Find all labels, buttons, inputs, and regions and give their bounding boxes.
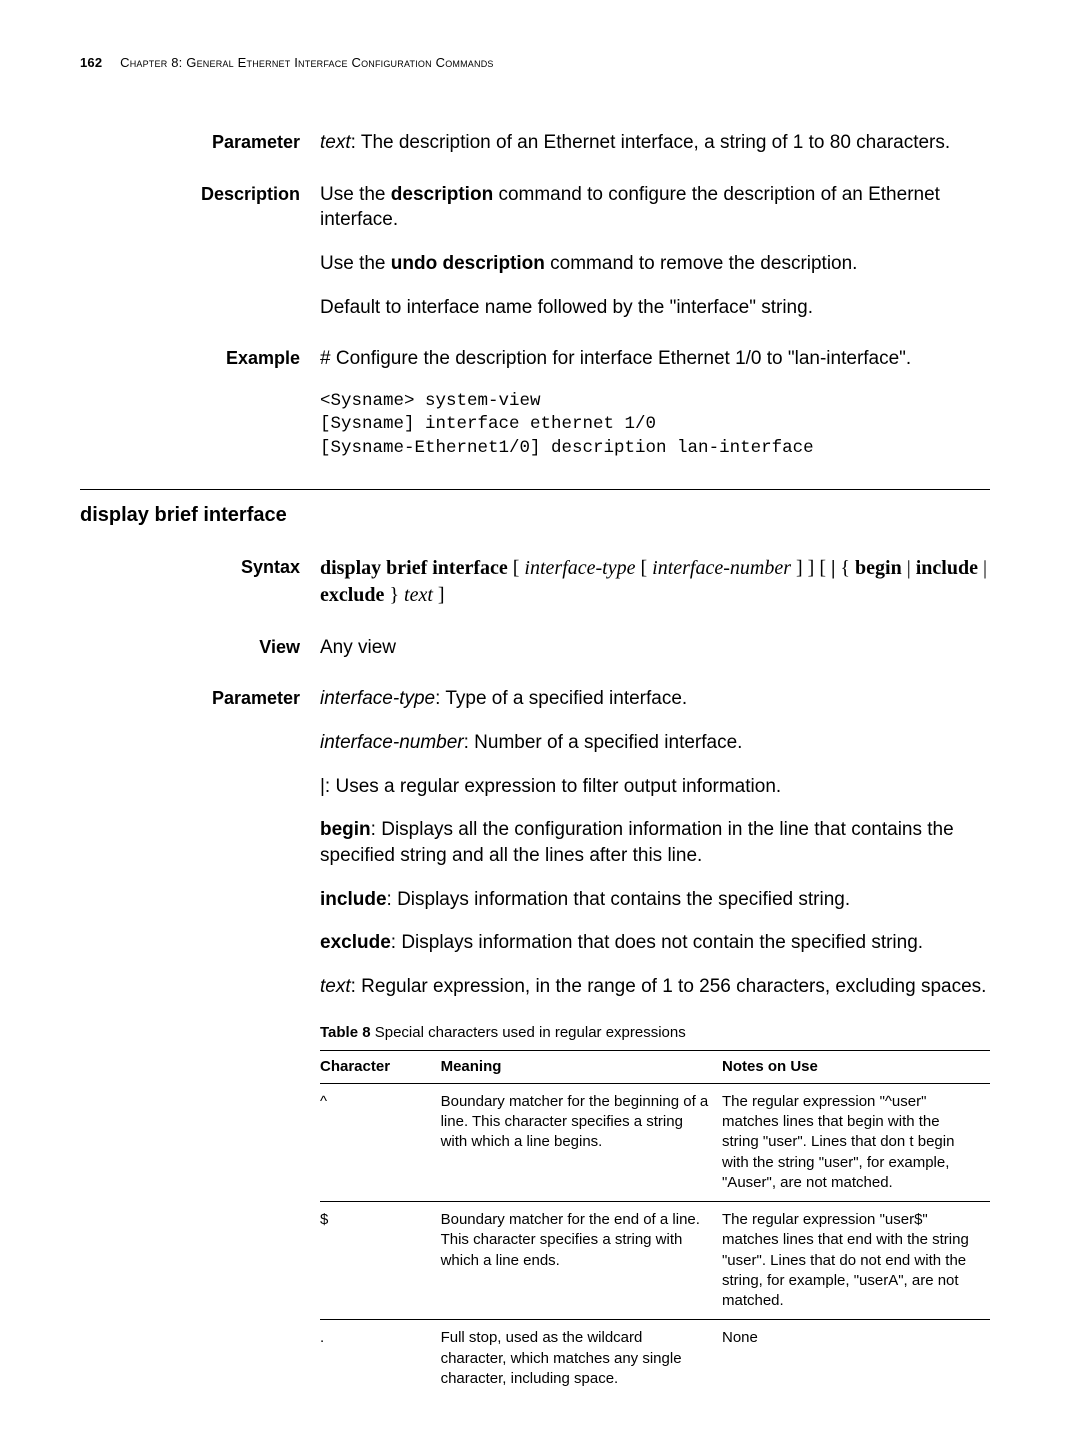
t: | [902, 557, 916, 579]
t: Use the [320, 253, 391, 274]
th-meaning: Meaning [441, 1050, 722, 1083]
cell-character: $ [320, 1202, 441, 1320]
t: ommands [445, 55, 493, 70]
table-row: $ Boundary matcher for the end of a line… [320, 1202, 990, 1320]
t: exclude [320, 584, 384, 606]
t: : Number of a specified interface. [464, 732, 743, 753]
caption-text: Special characters used in regular expre… [371, 1024, 686, 1041]
t: thernet [247, 55, 291, 70]
t: interface-type [320, 688, 435, 709]
example-intro: # Configure the description for interfac… [320, 346, 990, 372]
t: exclude [320, 932, 391, 953]
t: : Displays information that does not con… [391, 932, 923, 953]
label-view: View [80, 635, 300, 661]
param-desc: : The description of an Ethernet interfa… [351, 132, 951, 153]
page: 162 Chapter 8: General Ethernet Interfac… [0, 0, 1080, 1441]
cell-notes: The regular expression "user$" matches l… [722, 1202, 990, 1320]
block-syntax: Syntax display brief interface [ interfa… [80, 555, 990, 609]
t: begin [320, 819, 371, 840]
t: hapter [130, 55, 168, 70]
table-row: ^ Boundary matcher for the beginning of … [320, 1083, 990, 1201]
t: E [234, 55, 247, 70]
t: [ [635, 557, 652, 579]
th-character: Character [320, 1050, 441, 1083]
t: text [404, 584, 433, 606]
t: | [978, 557, 987, 579]
t: I [290, 55, 298, 70]
table-header-row: Character Meaning Notes on Use [320, 1050, 990, 1083]
chapter-title: Chapter 8: General Ethernet Interface Co… [120, 55, 494, 70]
label-example: Example [80, 346, 300, 461]
t: include [916, 557, 978, 579]
table-caption: Table 8 Special characters used in regul… [320, 1023, 990, 1043]
view-text: Any view [320, 635, 990, 661]
block-parameter-1: Parameter text: The description of an Et… [80, 130, 990, 156]
t: C [120, 55, 130, 70]
cell-notes: None [722, 1320, 990, 1397]
t: ] [433, 584, 445, 606]
section-title: display brief interface [80, 504, 990, 527]
example-code: <Sysname> system-view [Sysname] interfac… [320, 390, 990, 461]
body-parameter-1: text: The description of an Ethernet int… [320, 130, 990, 156]
body-description: Use the description command to configure… [320, 182, 990, 321]
cell-meaning: Boundary matcher for the beginning of a … [441, 1083, 722, 1201]
param-name: text [320, 132, 351, 153]
block-view: View Any view [80, 635, 990, 661]
label-description: Description [80, 182, 300, 321]
label-syntax: Syntax [80, 555, 300, 609]
th-notes: Notes on Use [722, 1050, 990, 1083]
t: eneral [197, 55, 234, 70]
t: interface-type [524, 557, 635, 579]
body-example: # Configure the description for interfac… [320, 346, 990, 461]
table-row: . Full stop, used as the wildcard charac… [320, 1320, 990, 1397]
section-divider [80, 489, 990, 490]
t: 8: G [167, 55, 196, 70]
body-syntax: display brief interface [ interface-type… [320, 555, 990, 609]
block-parameter-2: Parameter interface-type: Type of a spec… [80, 686, 990, 1397]
t: description [391, 184, 493, 205]
t: |: Uses a regular expression to filter o… [320, 774, 990, 800]
cell-meaning: Boundary matcher for the end of a line. … [441, 1202, 722, 1320]
t: begin [855, 557, 902, 579]
t: command to remove the description. [545, 253, 858, 274]
t: interface-number [652, 557, 791, 579]
block-example: Example # Configure the description for … [80, 346, 990, 461]
cell-character: ^ [320, 1083, 441, 1201]
body-parameter-2: interface-type: Type of a specified inte… [320, 686, 990, 1397]
regex-table: Character Meaning Notes on Use ^ Boundar… [320, 1050, 990, 1398]
cell-notes: The regular expression "^user" matches l… [722, 1083, 990, 1201]
t: ] ] [ [791, 557, 831, 579]
t: text [320, 976, 351, 997]
t: display brief interface [320, 557, 508, 579]
block-description: Description Use the description command … [80, 182, 990, 321]
t: C [432, 55, 445, 70]
page-number: 162 [80, 55, 102, 70]
t: { [835, 557, 855, 579]
t: : Displays information that contains the… [387, 889, 851, 910]
label-parameter-2: Parameter [80, 686, 300, 1397]
t: interface-number [320, 732, 464, 753]
t: Default to interface name followed by th… [320, 295, 990, 321]
t: : Regular expression, in the range of 1 … [351, 976, 987, 997]
caption-label: Table 8 [320, 1024, 371, 1041]
t: : Displays all the configuration informa… [320, 819, 954, 866]
t: : Type of a specified interface. [435, 688, 687, 709]
t: [ [508, 557, 525, 579]
t: onfiguration [361, 55, 432, 70]
label-parameter: Parameter [80, 130, 300, 156]
t: } [384, 584, 404, 606]
t: undo description [391, 253, 545, 274]
t: nterface [298, 55, 348, 70]
t: C [348, 55, 361, 70]
t: include [320, 889, 387, 910]
running-header: 162 Chapter 8: General Ethernet Interfac… [80, 55, 990, 70]
body-view: Any view [320, 635, 990, 661]
cell-meaning: Full stop, used as the wildcard characte… [441, 1320, 722, 1397]
cell-character: . [320, 1320, 441, 1397]
t: Use the [320, 184, 391, 205]
